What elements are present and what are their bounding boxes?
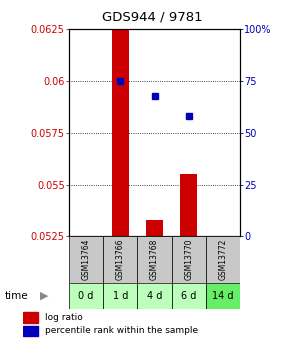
- Text: 4 d: 4 d: [147, 291, 162, 301]
- Bar: [103, 236, 137, 283]
- Text: log ratio: log ratio: [45, 313, 83, 322]
- Bar: [69, 283, 103, 309]
- Bar: [112, 29, 129, 236]
- Bar: [180, 174, 197, 236]
- Bar: [206, 283, 240, 309]
- Text: 0 d: 0 d: [78, 291, 94, 301]
- Text: percentile rank within the sample: percentile rank within the sample: [45, 326, 198, 335]
- Bar: [69, 236, 103, 283]
- Bar: [172, 236, 206, 283]
- Text: 14 d: 14 d: [212, 291, 234, 301]
- Text: GSM13764: GSM13764: [81, 239, 91, 280]
- Bar: [137, 283, 172, 309]
- Text: ▶: ▶: [40, 291, 48, 301]
- Bar: [137, 236, 172, 283]
- Bar: [23, 326, 38, 336]
- Text: 6 d: 6 d: [181, 291, 197, 301]
- Text: GDS944 / 9781: GDS944 / 9781: [102, 10, 203, 23]
- Bar: [206, 236, 240, 283]
- Bar: [103, 283, 137, 309]
- Text: time: time: [4, 291, 28, 301]
- Text: 1 d: 1 d: [113, 291, 128, 301]
- Text: GSM13766: GSM13766: [116, 239, 125, 280]
- Bar: [172, 283, 206, 309]
- Bar: [23, 313, 38, 323]
- Text: GSM13770: GSM13770: [184, 239, 193, 280]
- Bar: [146, 220, 163, 236]
- Text: GSM13768: GSM13768: [150, 239, 159, 280]
- Text: GSM13772: GSM13772: [219, 239, 228, 280]
